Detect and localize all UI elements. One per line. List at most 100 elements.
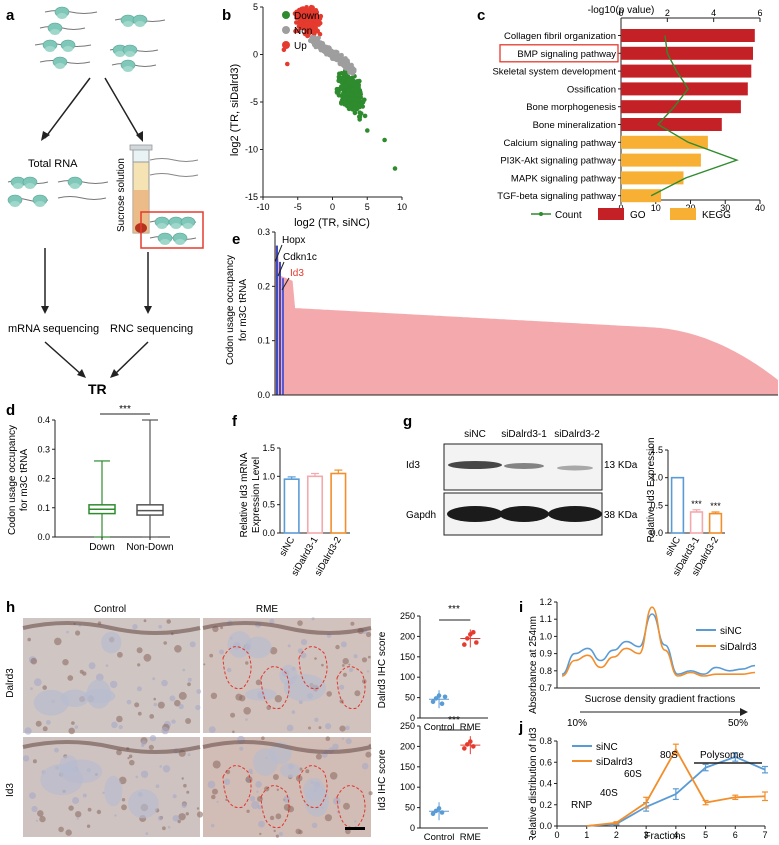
x-tick-label: -5 [294, 202, 302, 212]
ribosome-icon [55, 63, 65, 69]
y-tick-label: 0 [410, 713, 415, 723]
scatter-cloud [281, 4, 398, 171]
dalrd3-ihc-ylabel: Dalrd3 IHC score [377, 631, 388, 708]
ribosome-icon [70, 183, 80, 189]
enrichment-bar [621, 82, 748, 96]
panel-label-b: b [222, 7, 231, 24]
annot-60s: 60S [624, 769, 642, 780]
mrna-sequencing-label: mRNA sequencing [8, 323, 99, 335]
tissue-texture [74, 725, 79, 729]
scatter-point [357, 114, 362, 120]
bottom-tick-label: 30 [720, 203, 730, 213]
bone-region [283, 674, 327, 702]
x-tick-label: -10 [256, 202, 269, 212]
scatter-point [347, 70, 352, 75]
tissue-texture [137, 663, 141, 667]
x-tick-label: 4 [673, 830, 678, 840]
ribosome-cluster-rnc [149, 216, 197, 245]
tissue-texture [129, 759, 135, 766]
panel-label-c: c [477, 7, 485, 24]
tissue-texture [174, 699, 181, 707]
tissue-texture [258, 820, 265, 828]
tissue-texture [71, 721, 75, 725]
bar [708, 512, 723, 534]
scatter-point [346, 91, 352, 96]
significance-label: *** [691, 499, 702, 509]
tissue-texture [161, 679, 168, 687]
scatter-point [324, 44, 329, 50]
y-tick-label: 0.4 [37, 415, 50, 425]
tissue-texture [35, 720, 42, 727]
tissue-texture [255, 781, 262, 788]
arrow-to-tr [44, 341, 83, 376]
scatter-point [298, 19, 303, 25]
data-point [430, 811, 436, 816]
tissue-texture [121, 798, 126, 802]
tissue-texture [230, 712, 236, 718]
y-axis-label-line1: Relative Id3 mRNA [239, 452, 250, 537]
tissue-texture [110, 680, 118, 689]
bar-id3 [282, 278, 284, 395]
tissue-texture [33, 678, 42, 687]
panel-label-h: h [6, 599, 15, 616]
scatter-point [350, 78, 356, 84]
bone-region [304, 785, 329, 817]
tissue-texture [287, 644, 291, 648]
tissue-texture [203, 663, 206, 666]
tissue-texture [82, 793, 87, 798]
bottom-tick-label: 40 [755, 203, 765, 213]
tissue-texture [326, 691, 333, 697]
mrna-strand [39, 26, 86, 30]
scatter-point [295, 28, 301, 34]
tissue-texture [30, 657, 38, 665]
y-tick-label: 0.5 [262, 500, 275, 510]
annot-cdkn1c: Cdkn1c [283, 252, 317, 263]
mrna-strand [149, 173, 199, 177]
scale-bar [345, 827, 365, 830]
tissue-texture [155, 784, 160, 788]
tissue-texture [39, 815, 46, 823]
tissue-texture [158, 624, 163, 629]
scatter-point [345, 62, 351, 68]
epithelium-edge [22, 621, 201, 635]
ribosome-icon [35, 201, 45, 207]
tissue-texture [76, 817, 79, 820]
tissue-texture [343, 802, 350, 810]
y-axis-label-line2: for m3C tRNA [238, 279, 249, 342]
y-tick-label: 0.9 [539, 649, 552, 659]
y-tick-label: 0 [253, 50, 258, 60]
enrichment-bar [621, 29, 755, 42]
tissue-texture [339, 725, 346, 732]
sig-id3: *** [448, 715, 460, 726]
kda-label-13: 13 KDa [604, 460, 638, 471]
tissue-texture [366, 631, 372, 638]
tissue-texture [121, 804, 127, 811]
tissue-texture [178, 813, 186, 821]
tissue-texture [167, 825, 171, 829]
tissue-texture [259, 832, 262, 836]
tissue-texture [245, 661, 249, 665]
mrna-strand [57, 196, 107, 200]
legend-label-non: Non [294, 26, 312, 37]
lane-label-sidalrd3-1: siDalrd3-1 [501, 429, 547, 440]
bone-region [245, 688, 277, 701]
ribosome-icon [183, 223, 193, 229]
tissue-texture [62, 659, 69, 666]
scatter-point [305, 25, 311, 31]
tissue-texture [325, 723, 332, 730]
tissue-texture [88, 662, 96, 670]
data-point [474, 640, 479, 645]
tissue-texture [182, 668, 186, 672]
scatter-point [382, 137, 387, 143]
tissue-texture [86, 824, 91, 828]
bone-region [33, 689, 69, 716]
annot-pointer [274, 244, 283, 263]
y-axis-label-line1: Codon usage occupancy [225, 255, 236, 365]
tissue-texture [111, 721, 118, 729]
data-point [471, 630, 476, 635]
ihc-score-dalrd3-plot: 0 50 100 150 200 250 Control RME [400, 611, 488, 733]
tissue-texture [291, 710, 296, 714]
tissue-texture [114, 814, 117, 817]
panel-a-schematic: Total RNA Sucrose solution mRNA sequenci… [7, 6, 204, 397]
